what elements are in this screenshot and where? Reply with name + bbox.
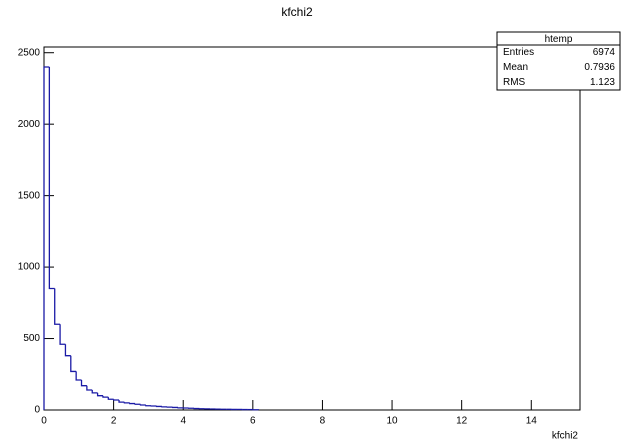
histogram-bin xyxy=(145,404,152,407)
x-tick-label: 0 xyxy=(41,416,47,427)
histogram-bin xyxy=(123,402,130,404)
y-tick-label: 1000 xyxy=(18,262,41,273)
histogram-bin xyxy=(64,344,71,357)
histogram-bin xyxy=(113,399,120,401)
histogram-bin xyxy=(75,371,82,381)
stats-label: RMS xyxy=(503,77,526,88)
histogram-bin xyxy=(80,379,87,387)
stats-box xyxy=(496,31,621,91)
histogram-bin xyxy=(48,67,55,290)
stats-value: 1.123 xyxy=(590,77,615,88)
stats-title: htemp xyxy=(545,34,573,45)
x-tick-label: 10 xyxy=(386,416,398,427)
y-tick-label: 2500 xyxy=(18,47,41,58)
histogram-bin xyxy=(86,385,93,391)
y-tick-label: 1500 xyxy=(18,190,41,201)
histogram-bin xyxy=(54,288,61,325)
histogram-bin xyxy=(107,397,114,400)
histogram-bin xyxy=(91,389,98,394)
x-tick-label: 14 xyxy=(526,416,538,427)
histogram-bin xyxy=(139,404,146,406)
stats-value: 0.7936 xyxy=(584,62,615,73)
stats-value: 6974 xyxy=(593,47,616,58)
x-tick-label: 2 xyxy=(111,416,117,427)
stats-label: Mean xyxy=(503,62,528,73)
histogram-bin xyxy=(129,402,136,405)
histogram-bin xyxy=(43,66,50,410)
y-tick-label: 2000 xyxy=(18,119,41,130)
histogram-bin xyxy=(102,395,109,398)
x-axis-label: kfchi2 xyxy=(552,431,579,442)
histogram-bin xyxy=(118,399,125,403)
histogram-bin xyxy=(59,324,66,345)
y-tick-label: 0 xyxy=(34,405,40,416)
x-tick-label: 4 xyxy=(180,416,186,427)
chart-title: kfchi2 xyxy=(281,5,313,19)
y-tick-label: 500 xyxy=(23,333,40,344)
histogram-bin xyxy=(70,355,77,373)
x-tick-label: 12 xyxy=(456,416,468,427)
histogram-bin xyxy=(134,403,141,405)
histogram-bin xyxy=(96,392,103,397)
stats-label: Entries xyxy=(503,47,534,58)
x-tick-label: 8 xyxy=(320,416,326,427)
x-tick-label: 6 xyxy=(250,416,256,427)
